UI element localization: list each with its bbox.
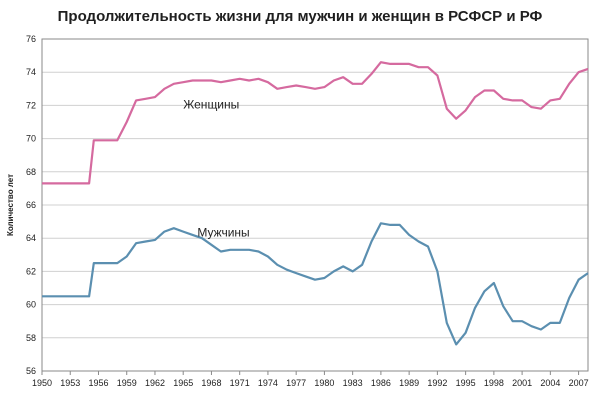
- series-line-men: [42, 222, 589, 346]
- x-tick-label: 2004: [540, 378, 560, 388]
- x-tick-label: 1962: [145, 378, 165, 388]
- x-tick-label: 1968: [201, 378, 221, 388]
- x-tick-label: 2007: [569, 378, 589, 388]
- y-tick-label: 76: [26, 34, 36, 44]
- x-tick-label: 1956: [88, 378, 108, 388]
- x-tick-label: 1974: [258, 378, 278, 388]
- y-tick-label: 60: [26, 300, 36, 310]
- series-label-women: Женщины: [183, 98, 239, 112]
- chart-title: Продолжительность жизни для мужчин и жен…: [57, 8, 543, 25]
- y-tick-label: 64: [26, 233, 36, 243]
- y-tick-label: 56: [26, 366, 36, 376]
- x-tick-label: 1998: [484, 378, 504, 388]
- y-tick-label: 68: [26, 167, 36, 177]
- plot-border: [41, 38, 589, 372]
- x-tick-label: 1953: [60, 378, 80, 388]
- y-axis-ticks: 56 58 60 62 64 66 68 70 72 74 76: [26, 34, 36, 376]
- x-tick-label: 1977: [286, 378, 306, 388]
- x-tick-label: 1950: [32, 378, 52, 388]
- y-tick-label: 66: [26, 200, 36, 210]
- y-tick-label: 62: [26, 266, 36, 276]
- x-tick-label: 1980: [314, 378, 334, 388]
- x-tick-label: 1992: [427, 378, 447, 388]
- x-tick-label: 1959: [117, 378, 137, 388]
- x-tick-label: 1983: [343, 378, 363, 388]
- x-tick-label: 1995: [456, 378, 476, 388]
- series-lines: [42, 61, 589, 346]
- y-tick-label: 74: [26, 67, 36, 77]
- y-tick-label: 58: [26, 333, 36, 343]
- y-tick-label: 70: [26, 134, 36, 144]
- x-axis-ticks: 1950 1953 1956 1959 1962 1965 1968 1971 1974 1977…: [32, 371, 589, 388]
- y-axis-label: Количество лет: [6, 174, 15, 236]
- series-line-women: [42, 61, 589, 185]
- x-tick-label: 2001: [512, 378, 532, 388]
- x-tick-label: 1971: [230, 378, 250, 388]
- x-tick-label: 1986: [371, 378, 391, 388]
- series-label-men: Мужчины: [197, 226, 249, 240]
- x-tick-label: 1965: [173, 378, 193, 388]
- x-tick-label: 1989: [399, 378, 419, 388]
- y-tick-label: 72: [26, 100, 36, 110]
